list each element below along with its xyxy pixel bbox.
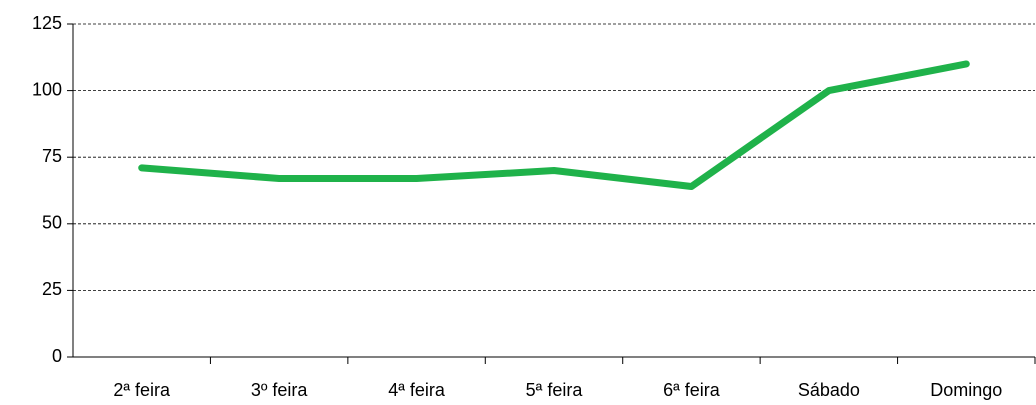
data-line	[138, 60, 970, 191]
x-tick-label: Domingo	[930, 380, 1002, 400]
x-tick-label: Sábado	[798, 380, 860, 400]
x-tick-label: 6ª feira	[663, 380, 721, 400]
y-tick-label: 100	[32, 79, 62, 99]
x-tick-label: 4ª feira	[388, 380, 446, 400]
y-tick-label: 125	[32, 13, 62, 33]
x-tick-label: 5ª feira	[526, 380, 584, 400]
y-tick-label: 75	[42, 146, 62, 166]
x-tick-label: 2ª feira	[113, 380, 171, 400]
y-tick-label: 50	[42, 213, 62, 233]
y-tick-label: 25	[42, 279, 62, 299]
x-tick-label: 3º feira	[251, 380, 309, 400]
y-tick-label: 0	[52, 346, 62, 366]
